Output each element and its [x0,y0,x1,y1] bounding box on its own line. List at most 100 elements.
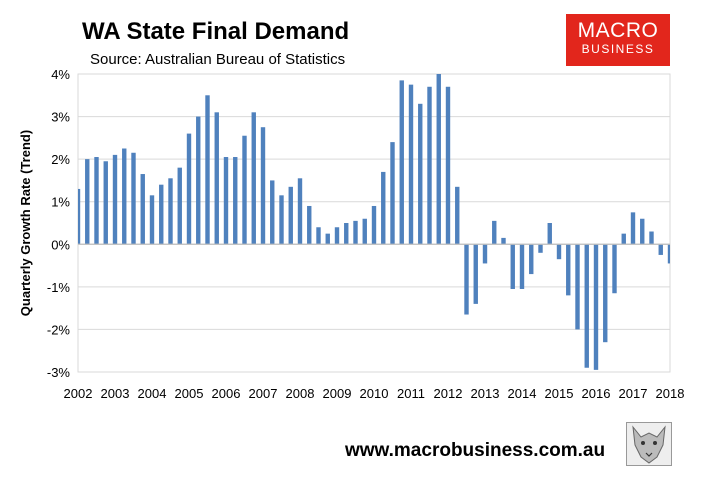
bar [640,218,645,245]
gridlines [78,73,670,373]
bar [612,244,617,294]
bar [85,159,90,245]
x-tick-label: 2008 [286,386,315,401]
bar [307,205,312,245]
bar [122,148,127,245]
bar [112,154,118,245]
bar [288,186,293,245]
bar [260,127,266,245]
bar [556,244,562,260]
bar [233,157,238,245]
y-tick-label: 0% [51,237,70,252]
bar [603,244,608,343]
bar [473,244,478,304]
bar-chart: -3% -2% -1% 0% 1% 2% 3% 4% 2002 2003 2004 2005 2006… [18,67,685,401]
x-tick-label: 2012 [434,386,463,401]
bar [279,195,284,245]
x-tick-label: 2010 [360,386,389,401]
bar [334,227,340,245]
y-tick-label: 1% [51,195,70,210]
bar [344,223,349,245]
y-tick-label: -3% [47,365,71,380]
y-tick-label: 3% [51,110,70,125]
bar [492,220,497,245]
bar [223,157,229,245]
bar [214,112,219,245]
y-tick-label: -2% [47,322,71,337]
bar [242,135,247,245]
bar [519,244,525,289]
wolf-logo-icon [626,422,672,466]
bar [436,74,441,245]
bar [205,95,210,245]
x-tick-label: 2014 [508,386,537,401]
bar [418,103,423,245]
bar [159,184,164,245]
x-tick-label: 2006 [212,386,241,401]
x-tick-label: 2017 [619,386,648,401]
bar [371,205,377,245]
bar [325,233,330,245]
bar [381,171,386,245]
bar [196,116,201,245]
bar [464,244,469,315]
bar [131,152,136,245]
y-tick-label: 2% [51,152,70,167]
bar [408,84,414,245]
x-tick-label: 2015 [545,386,574,401]
y-tick-label: 4% [51,67,70,82]
bar [316,227,321,245]
bar [140,174,145,245]
bar [649,231,654,245]
bar [399,80,404,245]
bar [362,218,367,245]
bar [297,178,303,245]
x-tick-label: 2009 [323,386,352,401]
x-tick-label: 2002 [64,386,93,401]
bar [547,223,552,245]
bar [501,237,506,245]
bar [103,161,108,245]
chart-subtitle: Source: Australian Bureau of Statistics [90,51,346,68]
bar [427,86,432,245]
logo-line-1: MACRO [577,19,659,42]
bar [168,178,173,245]
bar [584,244,589,368]
x-tick-label: 2003 [101,386,130,401]
bar [621,233,626,245]
bar [177,167,182,245]
x-tick-label: 2004 [138,386,167,401]
bar [566,244,571,296]
x-tick-label: 2018 [656,386,685,401]
bar [455,186,460,245]
x-tick-label: 2016 [582,386,611,401]
bars [78,74,670,370]
bar [529,244,534,275]
bar [149,195,155,245]
y-axis-label: Quarterly Growth Rate (Trend) [18,130,33,316]
x-tick-label: 2007 [249,386,278,401]
y-tick-label: -1% [47,280,71,295]
bar [658,244,663,255]
y-tick-labels: -3% -2% -1% 0% 1% 2% 3% 4% [47,67,71,380]
bar [94,157,99,245]
bar [575,244,580,330]
bar [270,180,275,245]
macrobusiness-logo[interactable]: MACRO BUSINESS [566,14,670,66]
bar [353,220,358,245]
x-tick-label: 2011 [397,386,425,401]
x-tick-label: 2013 [471,386,500,401]
bar [593,244,599,370]
x-tick-label: 2005 [175,386,204,401]
bar [667,244,670,264]
x-tick-labels: 2002 2003 2004 2005 2006 2007 2008 2009 2010 2011… [64,386,685,401]
footer-url[interactable]: www.macrobusiness.com.au [345,440,606,461]
bar [510,244,515,289]
bar [390,142,395,245]
bar [445,86,451,245]
bar [482,244,488,264]
bar [78,188,81,245]
bar [186,133,192,245]
chart-title: WA State Final Demand [82,18,350,45]
bar [538,244,543,253]
